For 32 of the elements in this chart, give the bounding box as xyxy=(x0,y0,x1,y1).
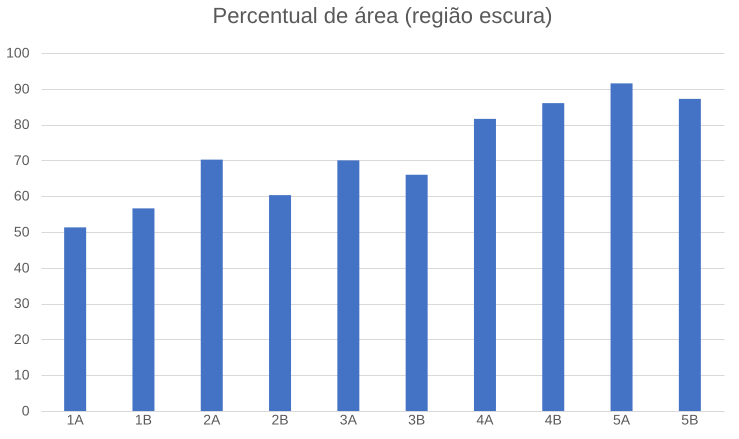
y-tick-label: 10 xyxy=(14,366,30,383)
y-tick-label: 50 xyxy=(14,224,30,240)
bar xyxy=(64,227,86,411)
x-tick-label: 1B xyxy=(134,412,152,428)
x-tick-label: 1A xyxy=(66,412,84,428)
bar xyxy=(132,208,154,411)
bar xyxy=(610,83,633,411)
y-tick-label: 20 xyxy=(14,330,30,347)
y-tick-label: 80 xyxy=(14,116,30,132)
x-tick-label: 5B xyxy=(681,412,698,428)
y-tick-label: 30 xyxy=(14,295,30,312)
bar xyxy=(542,103,564,411)
y-tick-label: 60 xyxy=(14,188,30,204)
y-tick-label: 100 xyxy=(6,44,30,60)
x-tick-label: 2B xyxy=(271,412,289,428)
bar xyxy=(337,160,360,411)
x-tick-label: 4B xyxy=(544,412,562,428)
y-tick-label: 70 xyxy=(14,152,30,168)
bar xyxy=(474,118,496,411)
y-tick-label: 40 xyxy=(14,259,30,276)
x-tick-label: 3A xyxy=(340,412,358,428)
y-tick-label: 90 xyxy=(14,80,30,96)
bar xyxy=(200,160,223,411)
bar xyxy=(406,174,428,411)
x-tick-label: 5A xyxy=(612,412,631,428)
chart-title: Percentual de área (região escura) xyxy=(212,3,552,28)
bar xyxy=(678,98,701,411)
bar xyxy=(269,195,292,411)
x-tick-label: 4A xyxy=(476,412,494,428)
x-tick-label: 3B xyxy=(408,412,426,428)
x-tick-label: 2A xyxy=(203,412,221,428)
y-tick-label: 0 xyxy=(22,402,30,418)
